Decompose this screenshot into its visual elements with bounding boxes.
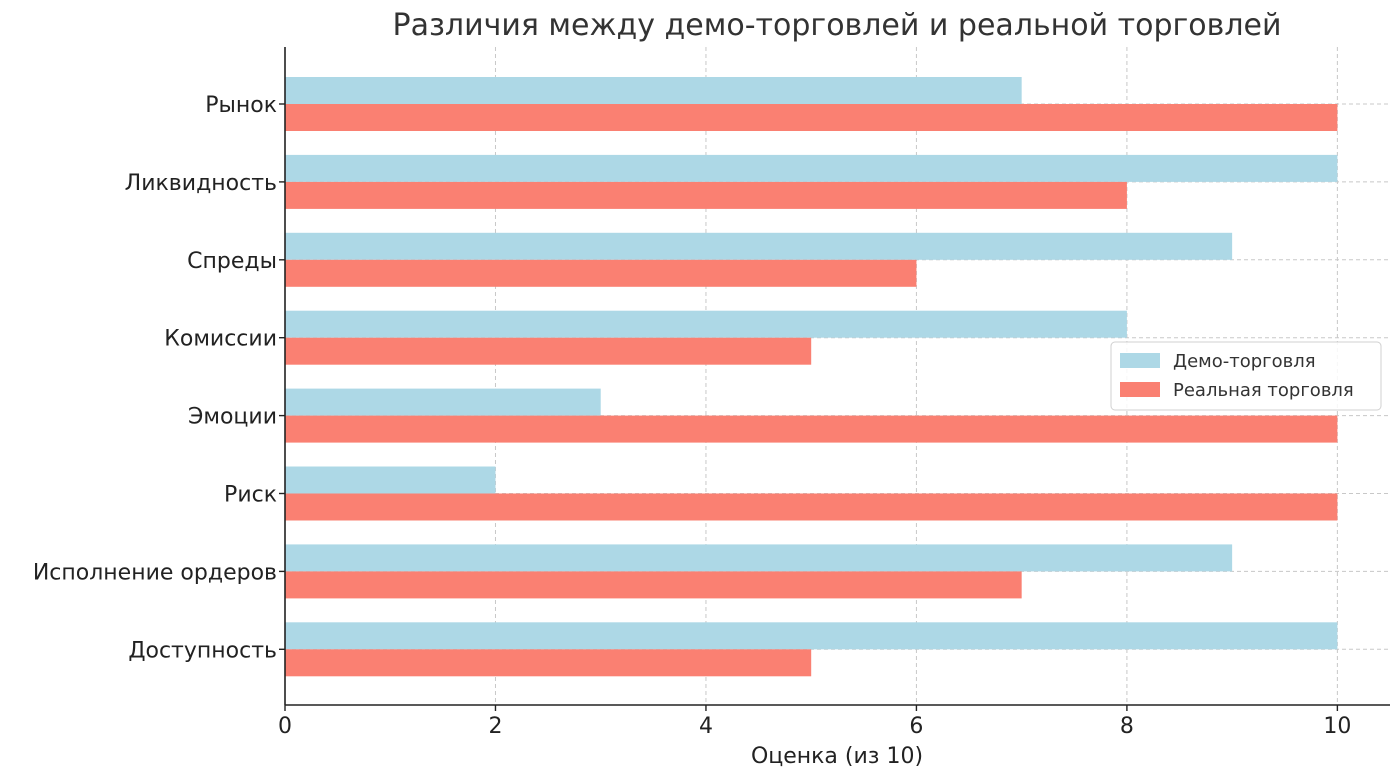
bar-real-7: Реальная торговля — Доступность: 5 — [285, 649, 812, 677]
x-tick-label-1: 2 — [488, 714, 502, 739]
bar-demo-0: Демо-торговля — Рынок: 7 — [285, 77, 1022, 104]
y-tick-label-3: Комиссии — [164, 327, 277, 352]
legend-box — [1110, 341, 1382, 411]
bar-demo-2: Демо-торговля — Спреды: 9 — [285, 232, 1233, 260]
legend-swatch-demo — [1120, 353, 1160, 368]
x-tick-label-3: 6 — [909, 714, 923, 739]
y-tick-label-6: Исполнение ордеров — [33, 560, 277, 585]
legend-swatch-real — [1120, 382, 1160, 397]
ticks-layer: 0 2 4 6 8 10 Рынок Ликвидность Спреды Комиссии Эмо… — [33, 93, 1352, 739]
x-tick-label-5: 10 — [1323, 714, 1351, 739]
bar-real-5: Реальная торговля — Риск: 10 — [285, 493, 1338, 521]
bar-real-2: Реальная торговля — Спреды: 6 — [285, 259, 917, 287]
axes-layer — [284, 47, 1390, 706]
bar-demo-5: Демо-торговля — Риск: 2 — [285, 466, 496, 494]
bar-real-3: Реальная торговля — Комиссии: 5 — [285, 337, 812, 365]
bar-real-0: Реальная торговля — Рынок: 10 — [285, 104, 1338, 131]
y-tick-label-5: Риск — [224, 483, 277, 508]
x-tick-label-2: 4 — [699, 714, 713, 739]
bar-real-6: Реальная торговля — Исполнение ордеров: … — [285, 571, 1022, 599]
y-tick-label-4: Эмоции — [188, 405, 277, 430]
legend-label-real: Реальная торговля — [1173, 380, 1354, 401]
legend-label-demo: Демо-торговля — [1173, 351, 1316, 372]
y-tick-label-7: Доступность — [128, 638, 277, 663]
legend: Демо-торговля Реальная торговля — [1110, 341, 1382, 411]
bar-demo-6: Демо-торговля — Исполнение ордеров: 9 — [285, 544, 1233, 572]
x-tick-label-4: 8 — [1120, 714, 1134, 739]
bar-real-1: Реальная торговля — Ликвидность: 8 — [285, 181, 1127, 209]
chart-title: Различия между демо-торговлей и реальной… — [393, 8, 1282, 43]
x-tick-label-0: 0 — [278, 714, 292, 739]
bar-demo-3: Демо-торговля — Комиссии: 8 — [285, 310, 1127, 338]
bar-real-4: Реальная торговля — Эмоции: 10 — [285, 415, 1338, 443]
bar-demo-1: Демо-торговля — Ликвидность: 10 — [285, 154, 1338, 182]
bar-demo-4: Демо-торговля — Эмоции: 3 — [285, 388, 601, 416]
y-tick-label-1: Ликвидность — [125, 171, 277, 196]
y-tick-label-2: Спреды — [187, 249, 277, 274]
y-tick-label-0: Рынок — [205, 93, 277, 118]
x-axis-title: Оценка (из 10) — [751, 744, 923, 769]
bars-layer: Демо-торговля — Рынок: 7Реальная торговл… — [285, 77, 1338, 677]
bar-demo-7: Демо-торговля — Доступность: 10 — [285, 622, 1338, 650]
